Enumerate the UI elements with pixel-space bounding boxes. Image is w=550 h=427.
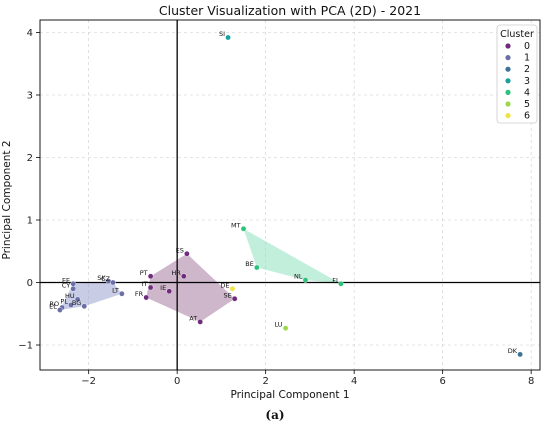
point-label-be: BE — [245, 260, 254, 268]
point-label-dk: DK — [508, 347, 518, 355]
legend-entry-3: 3 — [524, 76, 530, 87]
legend-entry-5: 5 — [524, 99, 530, 110]
x-tick-label: 2 — [262, 376, 268, 387]
x-tick-label: 6 — [439, 376, 445, 387]
point-label-lu: LU — [275, 321, 283, 329]
point-label-sk: SK — [97, 274, 106, 282]
legend-marker-0 — [505, 43, 511, 49]
point-at — [197, 319, 203, 325]
point-ie — [166, 288, 173, 295]
legend-marker-1 — [505, 55, 511, 61]
x-tick-label: 0 — [174, 376, 180, 387]
point-fr — [143, 294, 149, 301]
legend-marker-2 — [505, 66, 511, 72]
legend-entry-2: 2 — [524, 64, 530, 75]
legend-box — [496, 24, 538, 124]
point-label-el: EL — [49, 303, 57, 311]
point-label-lt: LT — [112, 286, 119, 294]
chart-title: Cluster Visualization with PCA (2D) - 20… — [159, 3, 421, 18]
plot-frame — [39, 19, 541, 371]
cluster-4-hull — [243, 228, 341, 284]
point-cy — [70, 285, 76, 292]
point-label-hu: HU — [65, 292, 75, 300]
legend-marker-3 — [505, 78, 511, 84]
point-label-ro: RO — [49, 300, 59, 308]
point-hr — [181, 273, 187, 280]
point-bg — [81, 303, 88, 310]
y-tick-label: 1 — [27, 216, 33, 227]
point-label-at: AT — [189, 314, 197, 322]
point-pl — [68, 302, 74, 308]
point-label-se: SE — [223, 291, 231, 299]
point-se — [231, 295, 238, 302]
point-ee — [70, 280, 76, 287]
legend-entry-0: 0 — [524, 41, 530, 52]
legend-marker-4 — [505, 89, 511, 95]
point-lt — [119, 290, 125, 297]
legend-marker-6 — [505, 113, 511, 119]
y-tick-label: −1 — [18, 341, 33, 352]
legend-marker-5 — [505, 101, 511, 107]
point-label-bg: BG — [72, 299, 81, 307]
point-label-cy: CY — [62, 281, 70, 289]
point-es — [184, 250, 190, 257]
point-label-si: SI — [219, 30, 225, 38]
cluster-0-hull — [146, 253, 235, 322]
y-tick-label: 3 — [27, 91, 33, 102]
point-si — [225, 34, 231, 41]
point-label-ee: EE — [62, 276, 70, 284]
point-label-es: ES — [176, 246, 184, 254]
point-label-mt: MT — [231, 221, 241, 229]
legend-entry-6: 6 — [524, 111, 530, 122]
point-nl — [302, 277, 309, 283]
x-axis-label: Principal Component 1 — [230, 389, 349, 401]
y-tick-label: 2 — [27, 153, 33, 164]
legend-entry-1: 1 — [524, 53, 530, 64]
point-label-nl: NL — [294, 273, 303, 281]
point-label-fr: FR — [135, 290, 144, 298]
x-tick-label: 8 — [528, 376, 534, 387]
legend-entry-4: 4 — [524, 87, 530, 98]
figure-caption: (a) — [265, 408, 284, 422]
y-axis-label: Principal Component 2 — [1, 140, 13, 259]
point-label-it: IT — [142, 280, 148, 288]
point-label-hr: HR — [171, 269, 181, 277]
point-label-cz: CZ — [101, 275, 111, 283]
point-el — [57, 307, 63, 313]
point-label-pt: PT — [140, 269, 148, 277]
point-label-pl: PL — [60, 298, 68, 306]
point-fi — [338, 280, 344, 287]
point-hu — [74, 296, 81, 303]
point-dk — [517, 351, 523, 358]
point-mt — [240, 225, 247, 232]
point-pt — [147, 273, 154, 280]
y-tick-label: 0 — [27, 278, 33, 289]
point-label-de: DE — [220, 281, 229, 289]
x-tick-label: −2 — [81, 376, 96, 387]
point-cz — [110, 279, 116, 286]
point-lu — [282, 325, 289, 331]
legend-title: Cluster — [500, 29, 534, 40]
point-label-ie: IE — [160, 284, 166, 292]
point-it — [147, 284, 154, 291]
point-be — [254, 264, 260, 271]
y-tick-label: 4 — [27, 28, 33, 39]
x-tick-label: 4 — [351, 376, 357, 387]
point-de — [229, 285, 236, 292]
point-label-fi: FI — [332, 276, 338, 284]
